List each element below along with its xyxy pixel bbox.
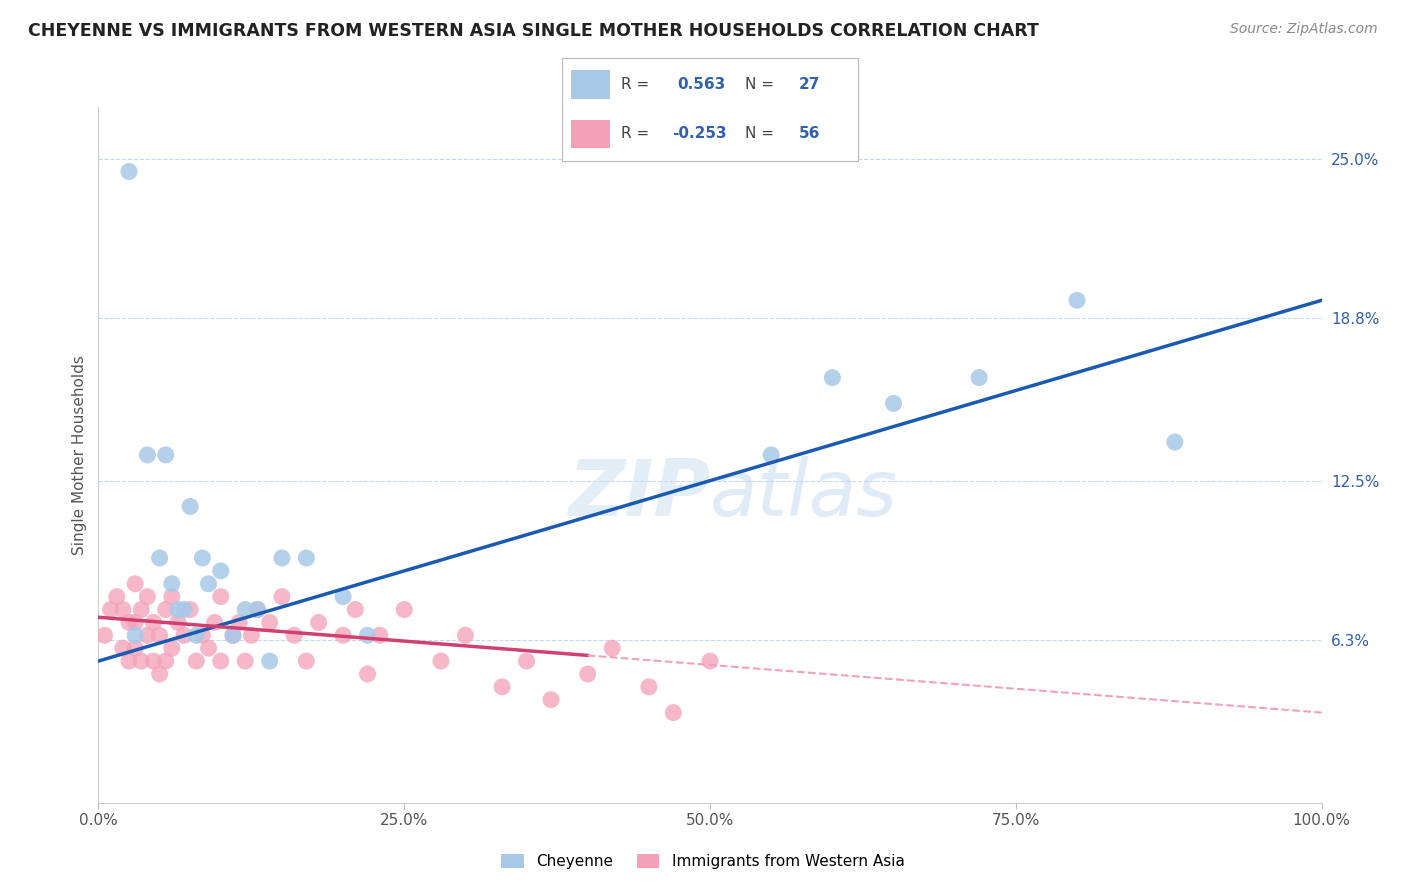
Point: [105, 590, 128, 604]
Point: [270, 551, 294, 566]
Text: R =: R =: [621, 127, 655, 142]
Point: [118, 654, 141, 668]
Point: [191, 628, 214, 642]
Point: [155, 602, 177, 616]
Point: [259, 654, 281, 668]
Point: [821, 370, 844, 384]
Point: [761, 448, 783, 462]
Point: [136, 628, 159, 642]
Point: [699, 654, 721, 668]
Point: [179, 602, 201, 616]
Point: [662, 706, 685, 720]
Legend: Cheyenne, Immigrants from Western Asia: Cheyenne, Immigrants from Western Asia: [495, 848, 911, 875]
Point: [270, 590, 294, 604]
Point: [883, 396, 905, 410]
Point: [100, 602, 122, 616]
Point: [167, 602, 190, 616]
Point: [308, 615, 330, 630]
Point: [136, 448, 159, 462]
Point: [295, 654, 318, 668]
Point: [967, 370, 990, 384]
Point: [118, 615, 141, 630]
Point: [186, 654, 208, 668]
Point: [197, 576, 219, 591]
Point: [167, 615, 190, 630]
Point: [430, 654, 453, 668]
Y-axis label: Single Mother Households: Single Mother Households: [72, 355, 87, 555]
FancyBboxPatch shape: [571, 70, 610, 99]
Text: 0.563: 0.563: [678, 77, 725, 92]
Point: [142, 654, 165, 668]
Point: [576, 667, 599, 681]
Point: [118, 164, 141, 178]
Point: [344, 602, 367, 616]
FancyBboxPatch shape: [571, 120, 610, 148]
Point: [204, 615, 226, 630]
Point: [233, 654, 256, 668]
Point: [209, 654, 232, 668]
Point: [124, 576, 146, 591]
Point: [191, 551, 214, 566]
Point: [93, 628, 115, 642]
Point: [540, 692, 562, 706]
Point: [516, 654, 538, 668]
Point: [209, 590, 232, 604]
Point: [149, 667, 172, 681]
Point: [356, 667, 378, 681]
Point: [1164, 435, 1187, 450]
Point: [149, 628, 172, 642]
Text: 56: 56: [799, 127, 820, 142]
Point: [173, 628, 195, 642]
Text: 27: 27: [799, 77, 820, 92]
Point: [240, 628, 263, 642]
Point: [124, 615, 146, 630]
Point: [160, 590, 183, 604]
Point: [124, 641, 146, 656]
Point: [155, 654, 177, 668]
Point: [186, 628, 208, 642]
Point: [209, 564, 232, 578]
Text: Source: ZipAtlas.com: Source: ZipAtlas.com: [1230, 22, 1378, 37]
Point: [600, 641, 623, 656]
Point: [179, 500, 201, 514]
Point: [155, 448, 177, 462]
Point: [222, 628, 245, 642]
Point: [638, 680, 661, 694]
Point: [332, 590, 354, 604]
Point: [356, 628, 378, 642]
Point: [136, 590, 159, 604]
Point: [246, 602, 269, 616]
Point: [283, 628, 305, 642]
Point: [295, 551, 318, 566]
Point: [259, 615, 281, 630]
Point: [246, 602, 269, 616]
Point: [129, 654, 152, 668]
Point: [222, 628, 245, 642]
Point: [111, 641, 134, 656]
Point: [160, 641, 183, 656]
Point: [111, 602, 134, 616]
Text: -0.253: -0.253: [672, 127, 727, 142]
Text: N =: N =: [745, 127, 779, 142]
Point: [1066, 293, 1088, 308]
Point: [332, 628, 354, 642]
Point: [228, 615, 250, 630]
Point: [124, 628, 146, 642]
Point: [392, 602, 416, 616]
Text: R =: R =: [621, 77, 655, 92]
Point: [142, 615, 165, 630]
Text: CHEYENNE VS IMMIGRANTS FROM WESTERN ASIA SINGLE MOTHER HOUSEHOLDS CORRELATION CH: CHEYENNE VS IMMIGRANTS FROM WESTERN ASIA…: [28, 22, 1039, 40]
Point: [129, 602, 152, 616]
Point: [149, 551, 172, 566]
Text: ZIP: ZIP: [568, 456, 710, 532]
Point: [173, 602, 195, 616]
Point: [454, 628, 477, 642]
Text: atlas: atlas: [710, 456, 898, 532]
Point: [160, 576, 183, 591]
Point: [368, 628, 391, 642]
Point: [491, 680, 513, 694]
Point: [233, 602, 256, 616]
Text: N =: N =: [745, 77, 779, 92]
Point: [197, 641, 219, 656]
